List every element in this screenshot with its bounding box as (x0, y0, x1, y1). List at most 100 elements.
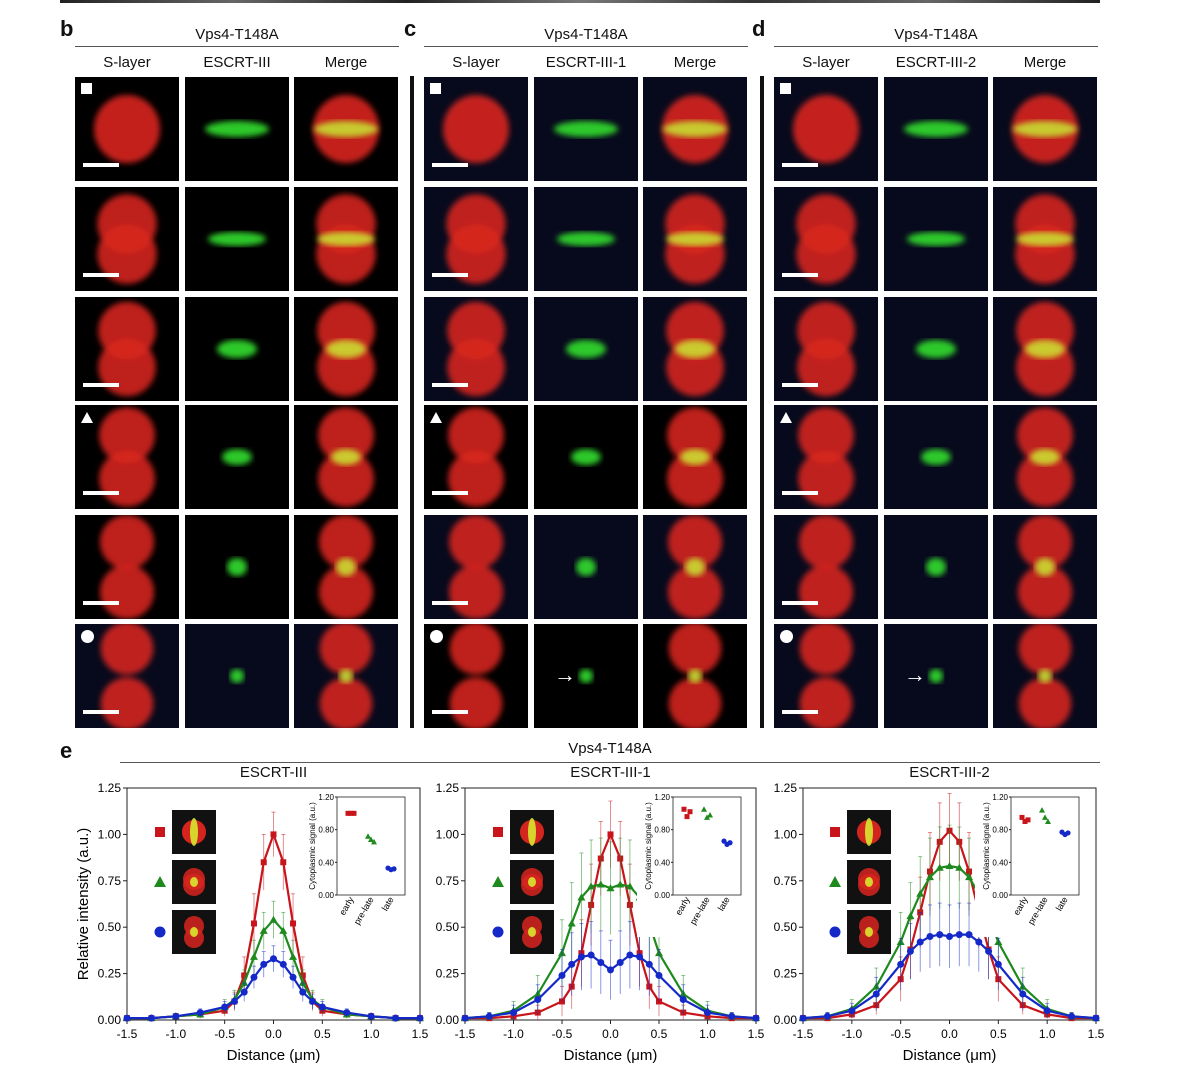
data-point-circle (568, 960, 576, 968)
inset-background (975, 791, 1085, 937)
x-tick-label: -1.5 (455, 1027, 476, 1041)
data-point-circle (510, 1009, 517, 1017)
column-header: S-layer (103, 54, 151, 71)
panel-separator-b-c (410, 76, 414, 728)
inset-y-tick-label: 0.40 (318, 858, 334, 867)
micrograph-cell (884, 297, 988, 401)
legend-thumbnail-ring (190, 818, 198, 846)
data-point-circle (147, 1014, 155, 1022)
micrograph-cell (993, 187, 1097, 291)
micrograph-cell (75, 624, 179, 728)
stage-circle-icon (81, 630, 94, 643)
scale-bar (83, 491, 119, 495)
cell-image (904, 121, 968, 137)
column-header: ESCRT-III-1 (545, 54, 627, 71)
data-point-circle (655, 971, 663, 979)
cell-image (1016, 301, 1074, 397)
x-tick-label: 0.5 (314, 1027, 331, 1041)
inset-frame (1010, 796, 1080, 896)
micrograph-cell (294, 77, 398, 181)
cell-image (916, 340, 956, 358)
data-point-circle (916, 938, 924, 946)
y-tick-label: 0.50 (98, 920, 122, 934)
cell-image (667, 407, 723, 507)
inset-background (637, 791, 747, 937)
data-point-circle (485, 1012, 493, 1020)
micrograph-cell (185, 77, 289, 181)
micrograph-cell (534, 187, 638, 291)
x-tick-label: -1.5 (793, 1027, 814, 1041)
cell-image (929, 669, 943, 683)
data-point-square (280, 859, 287, 866)
inset-point-square (1022, 819, 1028, 824)
cell-image (217, 340, 257, 358)
data-point-circle (946, 932, 953, 940)
inset-y-tick-label: 0.40 (992, 858, 1008, 867)
micrograph-cell (534, 297, 638, 401)
inset-point-square (684, 814, 690, 820)
data-point-circle (309, 997, 317, 1005)
data-point-circle (416, 1014, 424, 1022)
micrograph-cell (75, 405, 179, 509)
inset-y-tick-label: 1.20 (318, 793, 334, 802)
data-point-triangle (935, 863, 944, 871)
panel-title: Vps4-T148A (195, 26, 279, 43)
cell-image (230, 669, 244, 683)
scale-bar (432, 601, 468, 605)
micrograph-cell (424, 297, 528, 401)
data-point-circle (848, 1007, 856, 1015)
legend-square-icon (830, 827, 840, 837)
inset-y-tick-label: 0.00 (654, 891, 670, 900)
y-tick-label: 1.25 (436, 781, 460, 795)
cell-image (318, 407, 374, 507)
x-tick-label: 0.0 (265, 1027, 282, 1041)
column-header: S-layer (452, 54, 500, 71)
x-tick-label: -0.5 (214, 1027, 235, 1041)
y-tick-label: 0.00 (436, 1013, 460, 1027)
plots-group-title: Vps4-T148A (568, 740, 652, 757)
inset-point-square (681, 806, 687, 812)
arrow-icon: → (554, 662, 576, 687)
micrograph-cell (185, 515, 289, 619)
legend-thumbnail-ring (865, 877, 873, 887)
data-point-circle (679, 996, 687, 1004)
legend-thumbnail-ring (190, 877, 198, 887)
panel-label-d: d (752, 16, 766, 41)
x-tick-label: -0.5 (890, 1027, 911, 1041)
y-tick-label: 0.75 (774, 874, 798, 888)
y-axis-label: Relative intensity (a.u.) (75, 828, 92, 981)
chart-title: ESCRT-III (239, 764, 308, 781)
x-tick-label: 1.5 (1088, 1027, 1105, 1041)
x-axis-label: Distance (μm) (227, 1047, 321, 1064)
data-point-circle (250, 973, 258, 981)
data-point-triangle (279, 926, 288, 934)
cell-image (1015, 194, 1075, 284)
y-tick-label: 1.25 (98, 781, 122, 795)
scale-bar (432, 163, 468, 167)
data-point-circle (926, 932, 934, 940)
data-point-circle (558, 971, 566, 979)
micrograph-cell (884, 187, 988, 291)
data-point-circle (534, 996, 542, 1004)
micrograph-cell (424, 77, 528, 181)
micrograph-cell (774, 624, 878, 728)
inset-point-circle (1065, 830, 1071, 836)
data-point-circle (752, 1014, 760, 1022)
data-point-triangle (955, 863, 964, 871)
scale-bar (83, 163, 119, 167)
inset-y-tick-label: 0.80 (654, 826, 670, 835)
data-point-circle (985, 947, 993, 955)
data-point-triangle (906, 912, 915, 920)
cell-image (554, 121, 618, 137)
plots-group-rule (120, 762, 1100, 763)
data-point-triangle (577, 893, 586, 901)
legend-circle-icon (829, 926, 841, 938)
data-point-circle (607, 966, 614, 974)
data-point-circle (994, 960, 1002, 968)
data-point-circle (975, 938, 983, 946)
column-header: Merge (324, 54, 368, 71)
micrograph-cell (75, 77, 179, 181)
legend-thumbnail-ring (528, 927, 536, 937)
y-tick-label: 0.00 (98, 1013, 122, 1027)
stage-circle-icon (780, 630, 793, 643)
